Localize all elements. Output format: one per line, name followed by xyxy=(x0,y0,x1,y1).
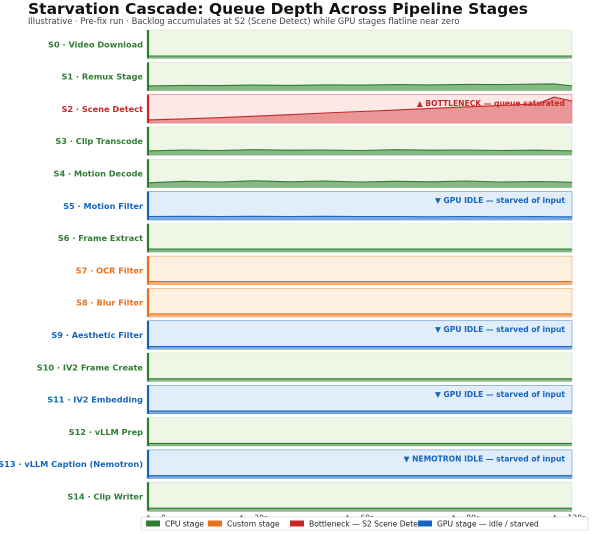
row-label-s6: S6 · Frame Extract xyxy=(58,233,143,243)
series-line-s1 xyxy=(147,83,573,87)
row-panel-s12 xyxy=(147,417,573,447)
row-label-s11: S11 · IV2 Embedding xyxy=(47,395,143,405)
series-area-s14 xyxy=(148,508,572,511)
row-panel-s6 xyxy=(147,223,573,253)
series-area-s12 xyxy=(148,443,572,447)
row-label-s5: S5 · Motion Filter xyxy=(63,201,144,211)
series-line-s3 xyxy=(147,149,573,152)
row-label-s0: S0 · Video Download xyxy=(48,39,143,49)
row-panel-s0 xyxy=(147,29,573,59)
legend-label-bottleneck: Bottleneck — S2 Scene Detect xyxy=(309,520,425,529)
series-area-s6 xyxy=(148,249,572,253)
row-panel-s8 xyxy=(147,288,573,318)
legend-label-cpu: CPU stage xyxy=(165,520,204,529)
row-label-s9: S9 · Aesthetic Filter xyxy=(51,330,144,340)
row-label-s10: S10 · IV2 Frame Create xyxy=(37,362,144,372)
series-area-s11 xyxy=(148,411,572,414)
legend-box xyxy=(140,516,589,531)
series-area-s7 xyxy=(148,281,572,285)
row-panel-s11 xyxy=(147,384,573,415)
row-label-s8: S8 · Blur Filter xyxy=(76,298,144,308)
row-panel-s7 xyxy=(147,255,573,285)
row-label-s12: S12 · vLLM Prep xyxy=(69,427,143,437)
legend-swatch-bottleneck xyxy=(290,520,304,527)
legend-label-gpu: GPU stage — idle / starved xyxy=(437,520,539,529)
series-area-s10 xyxy=(148,378,572,382)
series-line-s2 xyxy=(147,96,573,121)
series-area-s3 xyxy=(148,149,572,156)
bottleneck-annotation: ▲ BOTTLENECK — queue saturated xyxy=(417,99,565,108)
chart-title: Starvation Cascade: Queue Depth Across P… xyxy=(28,0,528,18)
gpu-idle-annotation-s9: ▼ GPU IDLE — starved of input xyxy=(435,325,565,334)
series-area-s13 xyxy=(148,475,572,479)
row-label-s4: S4 · Motion Decode xyxy=(54,168,144,178)
gpu-idle-annotation-s11: ▼ GPU IDLE — starved of input xyxy=(435,390,565,399)
row-panel-s14 xyxy=(147,481,573,512)
row-label-s1: S1 · Remux Stage xyxy=(61,72,143,82)
series-area-s0 xyxy=(148,56,572,59)
row-label-s2: S2 · Scene Detect xyxy=(61,104,143,114)
series-area-s5 xyxy=(148,216,572,220)
legend-label-custom: Custom stage xyxy=(227,520,280,529)
legend-swatch-cpu xyxy=(146,520,160,527)
series-line-s5 xyxy=(147,215,572,218)
row-label-s3: S3 · Clip Transcode xyxy=(55,136,143,146)
gpu-idle-annotation-s5: ▼ GPU IDLE — starved of input xyxy=(435,196,565,205)
row-panel-s13 xyxy=(147,449,573,479)
series-line-s4 xyxy=(147,180,573,184)
series-area-s9 xyxy=(148,346,572,350)
row-panel-s10 xyxy=(147,352,573,382)
row-label-s7: S7 · OCR Filter xyxy=(76,265,144,275)
row-label-s13: S13 · vLLM Caption (Nemotron) xyxy=(0,459,143,469)
legend-swatch-gpu xyxy=(418,520,432,527)
chart-subtitle: Illustrative · Pre-fix run · Backlog acc… xyxy=(28,16,460,26)
row-panel-s9 xyxy=(147,320,573,350)
series-area-s4 xyxy=(148,180,572,188)
row-panel-s5 xyxy=(147,191,573,221)
series-area-s8 xyxy=(148,313,572,317)
row-label-s14: S14 · Clip Writer xyxy=(67,491,144,501)
legend-swatch-custom xyxy=(208,520,222,527)
gpu-idle-annotation-s13: ▼ NEMOTRON IDLE — starved of input xyxy=(404,454,566,463)
